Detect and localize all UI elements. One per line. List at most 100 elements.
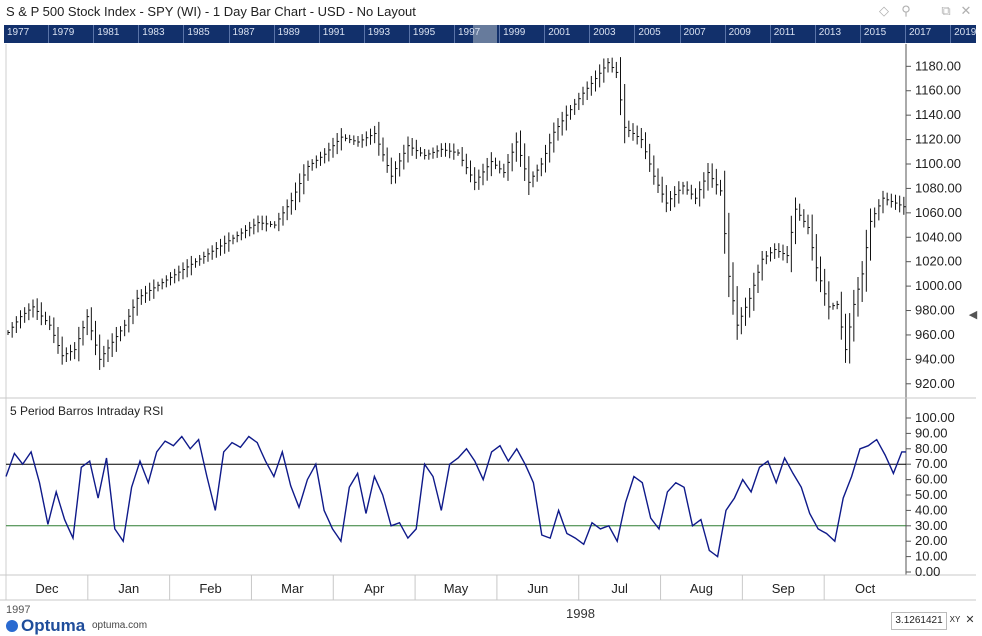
scale-value-field[interactable]: 3.1261421 <box>891 612 947 630</box>
overview-year-separator <box>138 25 140 43</box>
overview-year-separator <box>318 25 320 43</box>
rsi-y-tick-label: 40.00 <box>915 502 948 517</box>
month-tick-label: Apr <box>364 581 385 596</box>
price-y-tick-label: 1120.00 <box>915 132 961 147</box>
overview-year-separator <box>363 25 365 43</box>
x-axis-prev-year-label: 1997 <box>6 604 31 616</box>
overview-year-label: 2007 <box>683 27 706 38</box>
price-y-tick-label: 1060.00 <box>915 205 962 220</box>
overview-year-label: 1985 <box>187 27 210 38</box>
overview-year-label: 2017 <box>909 27 932 38</box>
overview-year-separator <box>183 25 185 43</box>
price-y-tick-label: 940.00 <box>915 351 955 366</box>
overview-year-label: 1979 <box>52 27 75 38</box>
overview-year-separator <box>589 25 591 43</box>
rsi-y-tick-label: 100.00 <box>915 410 955 425</box>
rsi-y-tick-label: 90.00 <box>915 425 948 440</box>
overview-year-separator <box>273 25 275 43</box>
rsi-y-tick-label: 80.00 <box>915 441 948 456</box>
restore-icon[interactable]: ⧉ <box>941 3 951 18</box>
rsi-series-line <box>5 435 906 558</box>
rsi-panel-title: 5 Period Barros Intraday RSI <box>10 404 163 418</box>
overview-year-separator <box>814 25 816 43</box>
overview-year-separator <box>905 25 906 43</box>
rsi-y-tick-label: 60.00 <box>915 472 948 487</box>
price-y-tick-label: 1180.00 <box>915 58 961 73</box>
xy-toggle-button[interactable]: XY <box>949 615 961 624</box>
window-title: S & P 500 Stock Index - SPY (WI) - 1 Day… <box>6 4 416 19</box>
overview-year-label: 1991 <box>322 27 345 38</box>
overview-year-label: 1977 <box>7 27 30 38</box>
price-y-tick-label: 1100.00 <box>915 156 961 171</box>
month-tick-label: Jun <box>527 581 548 596</box>
rsi-y-tick-label: 70.00 <box>915 456 948 471</box>
overview-year-label: 2013 <box>818 27 842 38</box>
month-tick-label: Jan <box>118 581 139 596</box>
overview-year-separator <box>454 25 455 43</box>
overview-year-separator <box>859 25 861 43</box>
overview-year-label: 1989 <box>277 27 300 38</box>
month-tick-label: Dec <box>35 581 59 596</box>
overview-year-label: 1997 <box>458 27 481 38</box>
price-y-tick-label: 1160.00 <box>915 83 961 98</box>
panel-expand-icon[interactable]: ◀ <box>968 309 978 321</box>
overview-year-label: 1987 <box>232 27 255 38</box>
price-y-tick-label: 1140.00 <box>915 107 961 122</box>
overview-year-label: 1981 <box>97 27 120 38</box>
overview-year-separator <box>228 25 230 43</box>
month-tick-label: Mar <box>281 581 304 596</box>
overview-year-label: 2019 <box>954 27 976 38</box>
month-tick-label: Jul <box>611 581 628 596</box>
close-icon[interactable]: ✕ <box>960 3 972 18</box>
overview-year-separator <box>634 25 636 43</box>
overview-year-label: 2011 <box>773 27 796 38</box>
price-y-tick-label: 960.00 <box>915 327 955 342</box>
month-tick-label: Aug <box>690 581 713 596</box>
overview-year-label: 1999 <box>503 27 526 38</box>
overview-navigator[interactable]: 1977 1979 1981 1983 1985 1987 1989 1991 1993 1995… <box>4 25 976 43</box>
overview-year-separator <box>544 25 546 43</box>
month-tick-label: Oct <box>855 581 876 596</box>
price-y-tick-label: 1020.00 <box>915 254 962 269</box>
pin-icon[interactable]: ⚲ <box>901 3 911 18</box>
overview-year-label: 2003 <box>593 27 616 38</box>
price-y-tick-label: 1040.00 <box>915 229 962 244</box>
overview-window-handle[interactable] <box>473 25 497 43</box>
overview-year-label: 2001 <box>548 27 571 38</box>
overview-year-label: 2005 <box>638 27 661 38</box>
optuma-logo: Optuma <box>6 616 85 636</box>
overview-year-separator <box>408 25 410 43</box>
month-tick-label: May <box>444 581 469 596</box>
x-axis-year-label: 1998 <box>566 606 595 621</box>
overview-year-label: 2015 <box>863 27 887 38</box>
price-y-tick-label: 920.00 <box>915 376 955 391</box>
overview-year-label: 1995 <box>412 27 436 38</box>
rsi-y-tick-label: 20.00 <box>915 533 948 548</box>
overview-year-separator <box>769 25 771 43</box>
optuma-logo-icon <box>6 620 18 632</box>
diamond-icon[interactable]: ◇ <box>879 3 889 18</box>
price-y-tick-label: 980.00 <box>915 303 955 318</box>
rsi-y-tick-label: 30.00 <box>915 518 948 533</box>
overview-year-separator <box>499 25 501 43</box>
close-scale-button[interactable]: ✕ <box>965 614 975 626</box>
overview-year-label: 1983 <box>142 27 165 38</box>
price-y-tick-label: 1000.00 <box>915 278 962 293</box>
overview-year-separator <box>93 25 95 43</box>
brand-url: optuma.com <box>92 620 148 631</box>
rsi-y-tick-label: 50.00 <box>915 487 948 502</box>
overview-year-label: 1993 <box>367 27 391 38</box>
month-tick-label: Sep <box>772 581 795 596</box>
rsi-y-tick-label: 10.00 <box>915 549 948 564</box>
overview-year-separator <box>48 25 50 43</box>
month-tick-label: Feb <box>199 581 221 596</box>
rsi-y-tick-label: 0.00 <box>915 564 940 579</box>
overview-year-separator <box>950 25 952 43</box>
overview-year-label: 2009 <box>728 27 751 38</box>
price-y-tick-label: 1080.00 <box>915 180 962 195</box>
overview-year-separator <box>679 25 681 43</box>
brand-name: Optuma <box>21 616 86 635</box>
title-bar: S & P 500 Stock Index - SPY (WI) - 1 Day… <box>0 0 982 24</box>
overview-year-separator <box>724 25 726 43</box>
